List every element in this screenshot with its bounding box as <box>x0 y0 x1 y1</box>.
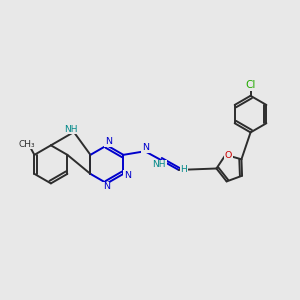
Text: CH₃: CH₃ <box>18 140 35 148</box>
Text: NH: NH <box>152 160 166 169</box>
Text: H: H <box>180 165 187 174</box>
Text: O: O <box>225 151 232 160</box>
Text: N: N <box>142 143 149 152</box>
Text: N: N <box>103 182 110 191</box>
Text: NH: NH <box>64 125 78 134</box>
Text: Cl: Cl <box>245 80 256 90</box>
Text: N: N <box>105 137 112 146</box>
Text: N: N <box>124 171 131 180</box>
